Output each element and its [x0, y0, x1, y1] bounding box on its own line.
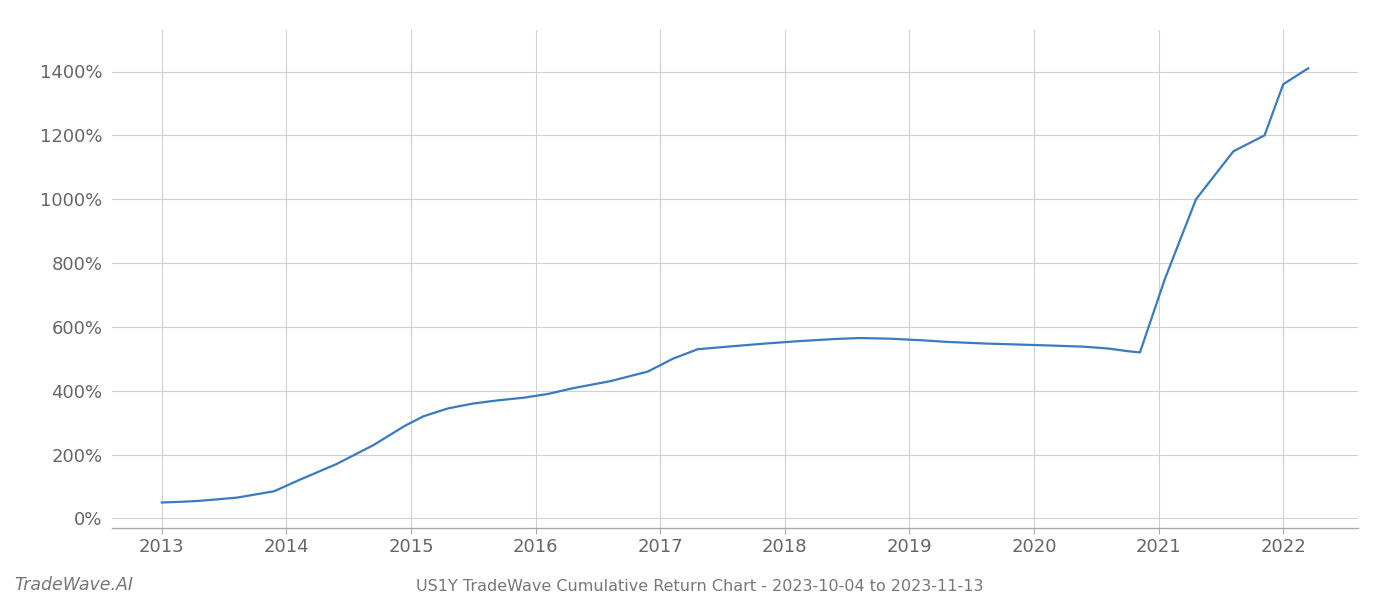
- Text: TradeWave.AI: TradeWave.AI: [14, 576, 133, 594]
- Text: US1Y TradeWave Cumulative Return Chart - 2023-10-04 to 2023-11-13: US1Y TradeWave Cumulative Return Chart -…: [416, 579, 984, 594]
